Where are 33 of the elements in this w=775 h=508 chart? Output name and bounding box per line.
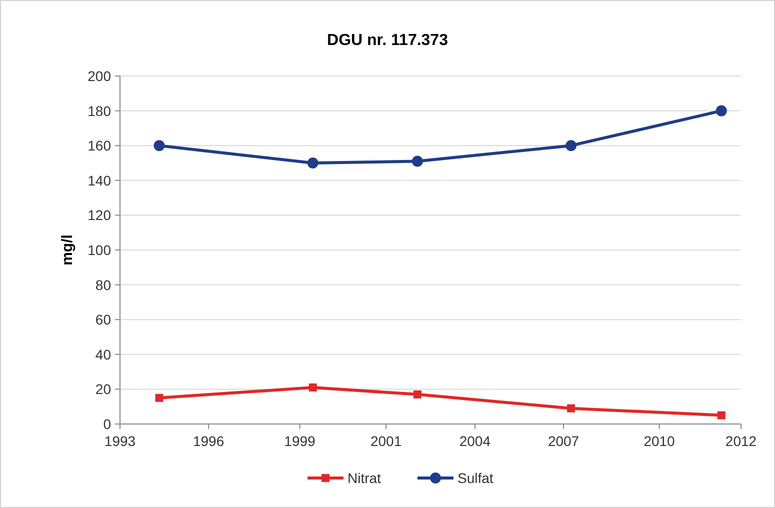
x-tick-label: 1996 (192, 433, 224, 449)
legend-label: Nitrat (348, 470, 382, 486)
x-tick-label: 2007 (548, 433, 580, 449)
y-tick-label: 0 (103, 416, 112, 432)
y-axis-title: mg/l (59, 234, 76, 266)
y-tick-label: 80 (95, 276, 112, 293)
point (567, 404, 576, 412)
x-tick-label: 1993 (104, 433, 136, 449)
point (566, 140, 577, 152)
point (155, 394, 164, 402)
point (716, 105, 727, 116)
y-tick-label: 140 (88, 172, 112, 188)
point (154, 140, 165, 152)
point (413, 390, 422, 398)
x-tick-label: 2001 (370, 433, 402, 449)
x-tick-label: 2010 (644, 433, 676, 449)
y-tick-label: 160 (88, 138, 112, 154)
x-tick-label: 2012 (725, 433, 757, 449)
point (412, 156, 423, 167)
y-tick-label: 60 (95, 312, 112, 328)
x-tick-label: 1999 (284, 433, 316, 449)
chart-title: DGU nr. 117.373 (327, 32, 448, 49)
point (307, 158, 318, 168)
y-tick-label: 120 (88, 207, 112, 224)
y-tick-label: 20 (95, 381, 112, 398)
x-tick-label: 2004 (459, 433, 491, 449)
legend-label: Sulfat (458, 470, 494, 486)
y-tick-label: 100 (88, 242, 112, 258)
point (717, 411, 726, 420)
y-tick-label: 180 (88, 102, 112, 119)
y-tick-label: 40 (95, 346, 112, 362)
point (308, 383, 317, 392)
y-tick-label: 200 (88, 68, 112, 84)
